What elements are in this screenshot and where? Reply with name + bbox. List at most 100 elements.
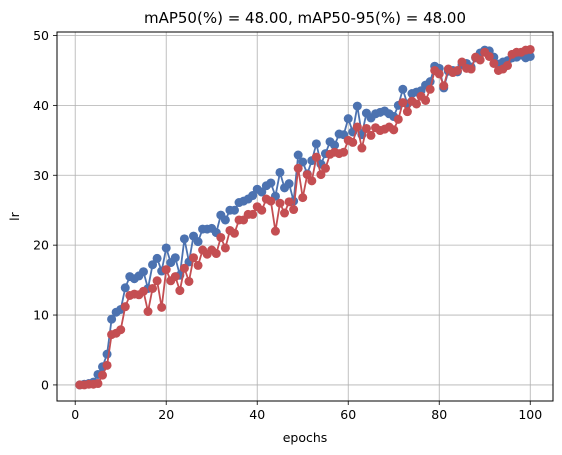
data-point bbox=[184, 276, 194, 286]
data-point bbox=[229, 205, 239, 215]
data-point bbox=[457, 57, 467, 67]
x-tick-label: 0 bbox=[71, 407, 79, 422]
data-point bbox=[170, 272, 180, 282]
data-point bbox=[398, 98, 408, 108]
data-point bbox=[179, 263, 189, 273]
data-point bbox=[275, 167, 285, 177]
data-point bbox=[475, 55, 485, 65]
data-point bbox=[138, 286, 148, 296]
chart-title: mAP50(%) = 48.00, mAP50-95(%) = 48.00 bbox=[144, 9, 466, 27]
data-point bbox=[275, 198, 285, 208]
data-point bbox=[289, 205, 299, 215]
data-point bbox=[452, 65, 462, 75]
y-tick-label: 30 bbox=[33, 168, 49, 183]
data-point bbox=[248, 209, 258, 219]
data-point bbox=[257, 187, 267, 197]
data-point bbox=[270, 226, 280, 236]
data-point bbox=[425, 84, 435, 94]
data-point bbox=[280, 208, 290, 218]
data-point bbox=[93, 379, 103, 389]
data-point bbox=[503, 61, 512, 71]
data-point bbox=[148, 283, 158, 293]
x-tick-label: 40 bbox=[249, 407, 265, 422]
series-2 bbox=[75, 44, 535, 390]
data-point bbox=[389, 125, 399, 135]
data-point bbox=[152, 276, 162, 286]
data-point bbox=[361, 123, 371, 133]
data-point bbox=[152, 253, 162, 263]
data-point bbox=[525, 44, 535, 54]
x-tick-label: 80 bbox=[431, 407, 447, 422]
data-point bbox=[148, 260, 158, 270]
data-point bbox=[293, 163, 303, 173]
x-tick-label: 60 bbox=[340, 407, 356, 422]
data-point bbox=[189, 253, 199, 263]
y-tick-label: 0 bbox=[41, 377, 49, 392]
y-tick-label: 20 bbox=[33, 238, 49, 253]
data-point bbox=[116, 325, 126, 335]
data-point bbox=[98, 370, 107, 380]
data-point bbox=[284, 179, 294, 189]
data-point bbox=[357, 143, 367, 153]
y-tick-label: 50 bbox=[33, 28, 49, 43]
data-point bbox=[193, 260, 203, 270]
axis-ticks: 0 20 40 60 80 100 0 10 20 30 40 50 bbox=[33, 28, 542, 422]
data-point bbox=[393, 114, 403, 124]
data-point bbox=[298, 193, 308, 203]
data-point bbox=[311, 139, 321, 149]
data-point bbox=[102, 360, 112, 370]
data-point bbox=[298, 157, 308, 167]
data-point bbox=[316, 170, 326, 180]
data-point bbox=[348, 137, 358, 147]
data-point bbox=[248, 191, 258, 201]
data-point bbox=[330, 140, 340, 150]
data-point bbox=[193, 237, 203, 247]
data-point bbox=[284, 197, 294, 207]
data-point bbox=[143, 307, 153, 317]
data-point bbox=[161, 265, 171, 275]
data-point bbox=[179, 234, 189, 244]
y-axis-label: lr bbox=[7, 211, 22, 220]
x-tick-label: 20 bbox=[158, 407, 174, 422]
data-point bbox=[302, 170, 312, 180]
data-point bbox=[120, 302, 130, 312]
data-point bbox=[421, 95, 431, 105]
data-point bbox=[138, 267, 148, 277]
data-point bbox=[466, 64, 476, 74]
data-point bbox=[120, 283, 130, 293]
data-point bbox=[157, 302, 167, 312]
data-point bbox=[220, 243, 230, 253]
data-point bbox=[170, 253, 180, 263]
data-point bbox=[266, 196, 276, 206]
data-point bbox=[352, 122, 362, 132]
data-point bbox=[366, 130, 376, 140]
data-point bbox=[489, 58, 499, 68]
data-point bbox=[311, 152, 321, 162]
data-point bbox=[293, 150, 303, 160]
data-point bbox=[307, 176, 317, 186]
data-point bbox=[398, 84, 408, 94]
y-tick-label: 40 bbox=[33, 98, 49, 113]
data-point bbox=[211, 249, 221, 259]
data-point bbox=[229, 228, 239, 238]
data-point bbox=[320, 163, 330, 173]
y-tick-label: 10 bbox=[33, 308, 49, 323]
data-point bbox=[402, 107, 412, 117]
data-point bbox=[266, 178, 276, 188]
data-point bbox=[107, 314, 117, 324]
data-point bbox=[175, 286, 185, 296]
plot-frame bbox=[56, 31, 554, 402]
data-point bbox=[352, 101, 362, 111]
data-point bbox=[434, 69, 444, 79]
data-point bbox=[439, 81, 449, 91]
x-tick-label: 100 bbox=[518, 407, 542, 422]
data-point bbox=[484, 51, 494, 61]
data-point bbox=[257, 205, 267, 215]
data-point bbox=[102, 349, 112, 359]
data-point bbox=[411, 99, 421, 109]
series-layer bbox=[75, 44, 535, 390]
x-axis-label: epochs bbox=[283, 430, 328, 445]
data-point bbox=[216, 232, 226, 242]
data-point bbox=[161, 243, 171, 253]
